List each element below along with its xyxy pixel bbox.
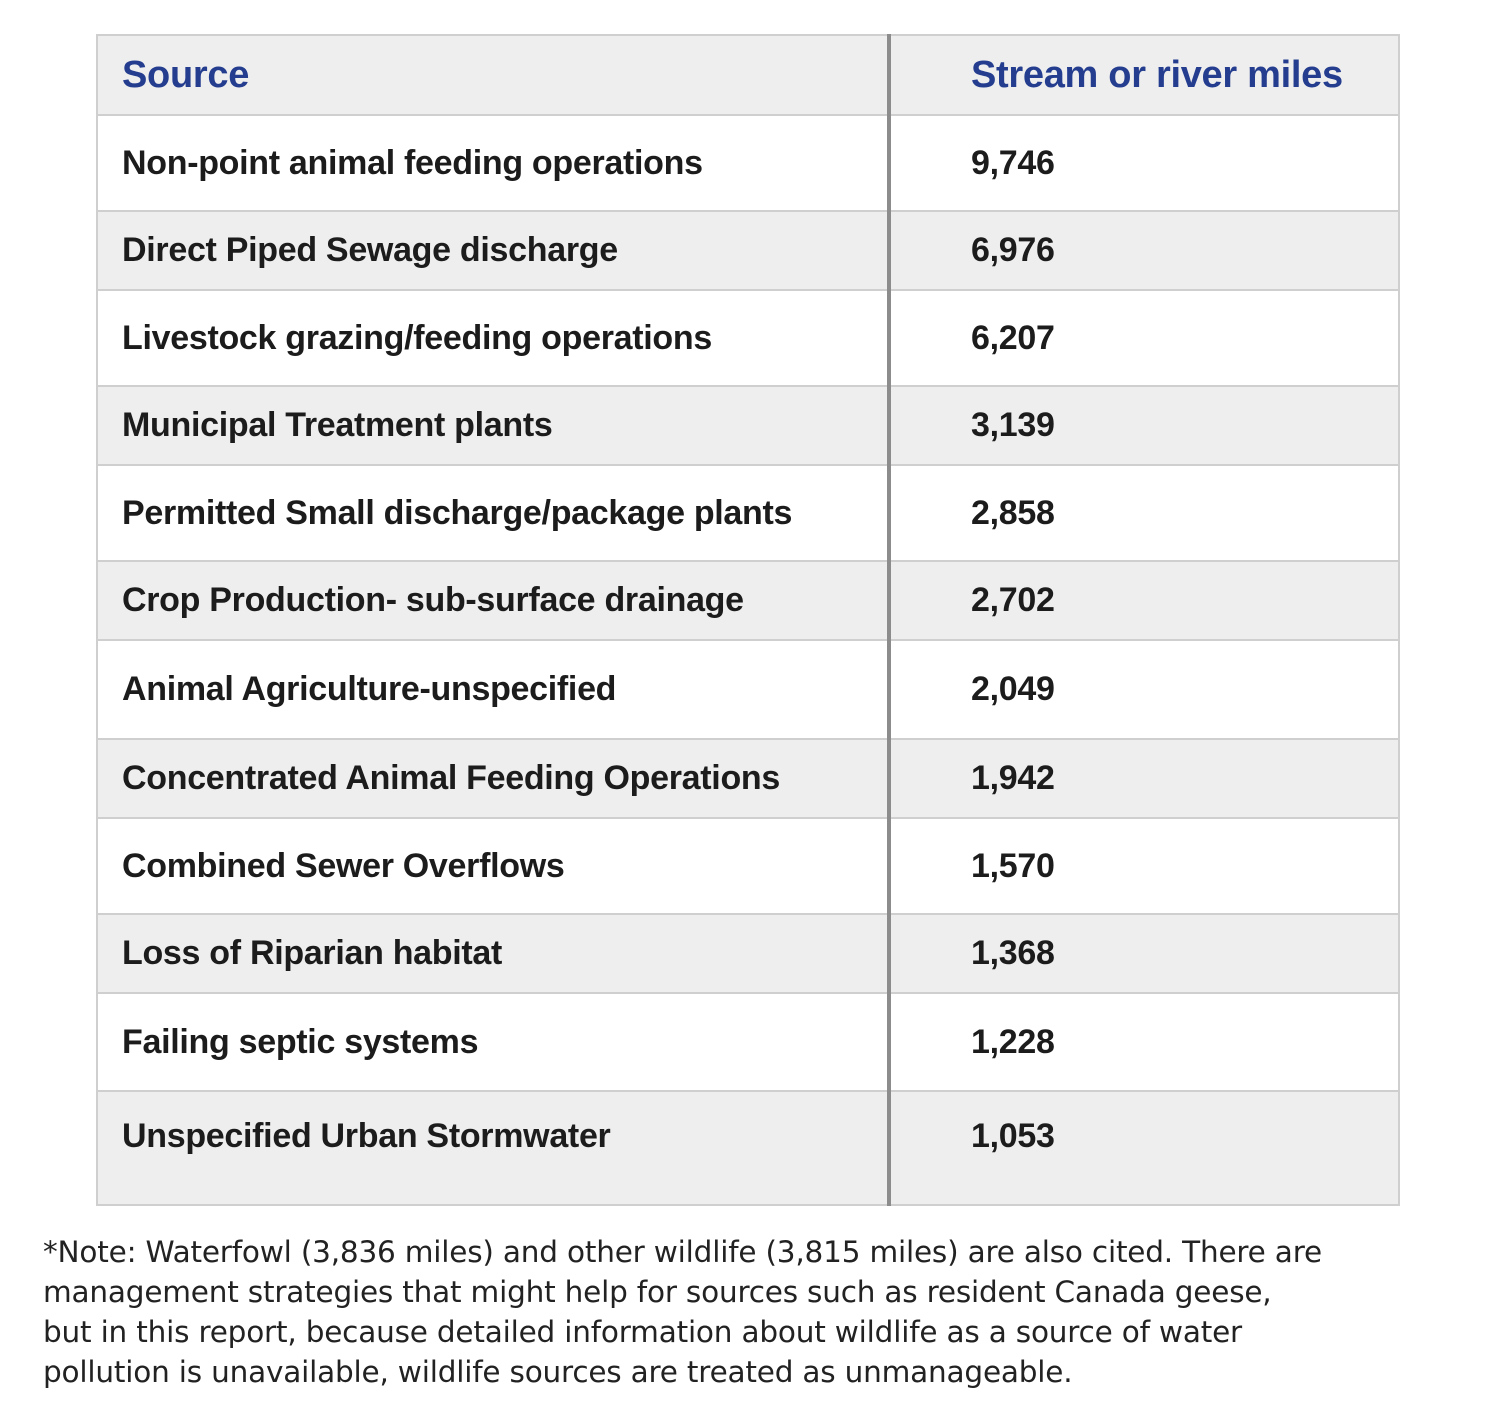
table-row: Loss of Riparian habitat 1,368 bbox=[96, 913, 1400, 994]
table-row: Livestock grazing/feeding operations 6,2… bbox=[96, 289, 1400, 387]
source-cell: Livestock grazing/feeding operations bbox=[96, 289, 890, 387]
source-cell: Crop Production- sub-surface drainage bbox=[96, 560, 890, 641]
footnote-line: pollution is unavailable, wildlife sourc… bbox=[43, 1355, 1073, 1389]
source-cell: Loss of Riparian habitat bbox=[96, 913, 890, 994]
miles-cell: 1,228 bbox=[887, 992, 1400, 1092]
header-source: Source bbox=[96, 34, 890, 116]
header-stream-miles: Stream or river miles bbox=[887, 34, 1400, 116]
miles-cell: 1,570 bbox=[887, 817, 1400, 915]
miles-cell: 1,368 bbox=[887, 913, 1400, 994]
table-row: Animal Agriculture-unspecified 2,049 bbox=[96, 639, 1400, 740]
pollution-sources-table: Source Stream or river miles Non-point a… bbox=[96, 34, 1400, 1206]
source-cell: Failing septic systems bbox=[96, 992, 890, 1092]
table-row: Concentrated Animal Feeding Operations 1… bbox=[96, 738, 1400, 819]
table-row: Unspecified Urban Stormwater 1,053 bbox=[96, 1090, 1400, 1206]
table-row: Combined Sewer Overflows 1,570 bbox=[96, 817, 1400, 915]
miles-cell: 1,053 bbox=[887, 1090, 1400, 1206]
footnote-line: but in this report, because detailed inf… bbox=[43, 1315, 1242, 1349]
source-cell: Combined Sewer Overflows bbox=[96, 817, 890, 915]
source-cell: Concentrated Animal Feeding Operations bbox=[96, 738, 890, 819]
source-cell: Direct Piped Sewage discharge bbox=[96, 210, 890, 291]
footnote-line: management strategies that might help fo… bbox=[43, 1275, 1272, 1309]
table-row: Crop Production- sub-surface drainage 2,… bbox=[96, 560, 1400, 641]
table-row: Direct Piped Sewage discharge 6,976 bbox=[96, 210, 1400, 291]
miles-cell: 6,976 bbox=[887, 210, 1400, 291]
table-header-row: Source Stream or river miles bbox=[96, 34, 1400, 116]
miles-cell: 2,049 bbox=[887, 639, 1400, 740]
footnote: *Note: Waterfowl (3,836 miles) and other… bbox=[43, 1232, 1463, 1392]
miles-cell: 2,702 bbox=[887, 560, 1400, 641]
footnote-line: *Note: Waterfowl (3,836 miles) and other… bbox=[43, 1235, 1322, 1269]
table-row: Failing septic systems 1,228 bbox=[96, 992, 1400, 1092]
miles-cell: 2,858 bbox=[887, 464, 1400, 562]
table-row: Permitted Small discharge/package plants… bbox=[96, 464, 1400, 562]
source-cell: Municipal Treatment plants bbox=[96, 385, 890, 466]
miles-cell: 1,942 bbox=[887, 738, 1400, 819]
source-cell: Non-point animal feeding operations bbox=[96, 114, 890, 212]
source-cell: Unspecified Urban Stormwater bbox=[96, 1090, 890, 1206]
table-row: Non-point animal feeding operations 9,74… bbox=[96, 114, 1400, 212]
miles-cell: 3,139 bbox=[887, 385, 1400, 466]
source-cell: Animal Agriculture-unspecified bbox=[96, 639, 890, 740]
miles-cell: 6,207 bbox=[887, 289, 1400, 387]
source-cell: Permitted Small discharge/package plants bbox=[96, 464, 890, 562]
pollution-sources-table-container: Source Stream or river miles Non-point a… bbox=[96, 34, 1400, 1206]
miles-cell: 9,746 bbox=[887, 114, 1400, 212]
table-row: Municipal Treatment plants 3,139 bbox=[96, 385, 1400, 466]
